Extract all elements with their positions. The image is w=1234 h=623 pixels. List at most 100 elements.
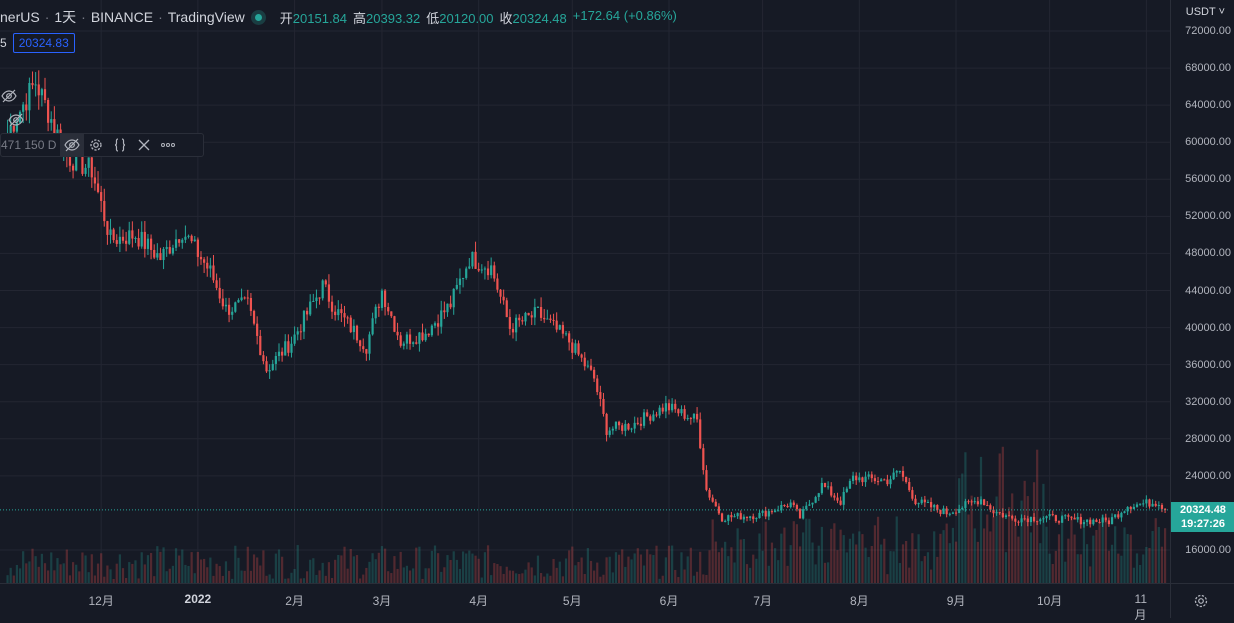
candle-body bbox=[265, 361, 268, 372]
volume-bar bbox=[1054, 550, 1057, 583]
candle-body bbox=[231, 311, 234, 315]
remove-indicator-button[interactable] bbox=[132, 134, 156, 156]
time-tick-label: 8月 bbox=[849, 594, 869, 608]
volume-bar bbox=[81, 552, 84, 583]
candle-body bbox=[908, 482, 911, 491]
volume-bar bbox=[617, 554, 621, 583]
source-code-button[interactable] bbox=[108, 134, 132, 156]
candle-body bbox=[533, 307, 536, 318]
volume-bar bbox=[1023, 480, 1026, 583]
volume-bar bbox=[90, 554, 93, 583]
volume-bar bbox=[318, 570, 321, 583]
candle-body bbox=[374, 306, 377, 319]
exchange-label: BINANCE bbox=[90, 9, 154, 25]
volume-bar bbox=[786, 565, 789, 583]
candle-body bbox=[433, 323, 437, 326]
volume-bar bbox=[580, 557, 583, 583]
price-tick-label: 56000.00 bbox=[1185, 173, 1231, 186]
candle-body bbox=[983, 499, 986, 506]
candle-body bbox=[901, 470, 905, 477]
candle-body bbox=[929, 502, 933, 508]
chart-pane[interactable]: nerUS · 1天 · BINANCE · TradingView 开2015… bbox=[0, 0, 1170, 583]
candle-body bbox=[758, 512, 761, 519]
candle-body bbox=[764, 510, 767, 517]
candle-body bbox=[1036, 521, 1039, 523]
interval-label[interactable]: 1天 bbox=[54, 9, 77, 25]
volume-bar bbox=[524, 569, 527, 583]
volume-bar bbox=[421, 578, 424, 583]
currency-selector[interactable]: USDT ˅ bbox=[1185, 6, 1225, 18]
volume-bar bbox=[134, 560, 137, 583]
axis-corner[interactable] bbox=[1170, 583, 1234, 618]
volume-bar bbox=[527, 562, 530, 583]
candle-body bbox=[206, 262, 209, 269]
candle-body bbox=[686, 418, 689, 420]
indicator-row[interactable]: 5 20324.83 bbox=[0, 33, 75, 53]
volume-bar bbox=[334, 559, 337, 583]
symbol-legend[interactable]: nerUS · 1天 · BINANCE · TradingView 开2015… bbox=[0, 7, 677, 26]
volume-bar bbox=[47, 570, 50, 583]
volume-bar bbox=[929, 569, 933, 583]
candle-body bbox=[227, 304, 231, 315]
volume-bar bbox=[621, 549, 624, 583]
candle-body bbox=[1101, 517, 1104, 523]
volume-bar bbox=[1110, 544, 1114, 583]
volume-bar bbox=[374, 559, 377, 583]
volume-bar bbox=[146, 555, 150, 583]
volume-bar bbox=[246, 546, 249, 583]
volume-bar bbox=[1004, 552, 1008, 583]
candle-body bbox=[636, 422, 639, 424]
candle-body bbox=[883, 479, 886, 481]
candle-body bbox=[1057, 521, 1061, 523]
candle-body bbox=[792, 502, 795, 505]
volume-bar bbox=[234, 545, 237, 583]
volume-bar bbox=[493, 563, 496, 583]
volume-bar bbox=[624, 566, 627, 583]
volume-bar bbox=[271, 578, 274, 583]
price-tick-label: 64000.00 bbox=[1185, 99, 1231, 112]
volume-bar bbox=[773, 548, 777, 583]
volume-bar bbox=[259, 565, 262, 583]
symbol-name[interactable]: nerUS bbox=[0, 9, 40, 25]
eye-hidden-icon[interactable] bbox=[1, 88, 17, 104]
high-value: 20393.32 bbox=[366, 10, 421, 26]
gear-icon[interactable] bbox=[1193, 593, 1209, 609]
candle-body bbox=[477, 268, 480, 271]
candle-body bbox=[12, 125, 15, 132]
time-axis[interactable]: 12月 2022 2月 3月 4月 5月 6月 7月 8月 9月 10月 11月 bbox=[0, 583, 1170, 622]
hide-indicator-button[interactable] bbox=[60, 134, 85, 156]
candle-body bbox=[486, 268, 490, 276]
volume-bar bbox=[958, 478, 961, 583]
candle-body bbox=[1151, 503, 1154, 507]
candle-body bbox=[689, 418, 692, 420]
price-tick-label: 40000.00 bbox=[1185, 321, 1231, 334]
volume-bar bbox=[424, 568, 427, 583]
volume-bar bbox=[209, 557, 212, 583]
candle-body bbox=[961, 507, 964, 510]
price-scale[interactable]: USDT ˅ 72000.00 68000.00 64000.00 60000.00 5… bbox=[1170, 0, 1234, 583]
eye-hidden-icon[interactable] bbox=[8, 112, 24, 128]
candle-body bbox=[1110, 517, 1114, 525]
indicator-value-box[interactable]: 20324.83 bbox=[12, 33, 75, 53]
candlestick-chart[interactable] bbox=[0, 0, 1170, 583]
time-tick-label: 12月 bbox=[88, 594, 114, 608]
volume-bar bbox=[886, 574, 889, 583]
candle-body bbox=[543, 317, 546, 320]
volume-bar bbox=[106, 565, 109, 583]
volume-bar bbox=[174, 548, 178, 583]
volume-bar bbox=[976, 541, 979, 583]
candle-body bbox=[742, 516, 745, 520]
candle-body bbox=[998, 512, 1001, 514]
more-button[interactable] bbox=[156, 134, 180, 156]
settings-button[interactable] bbox=[84, 134, 108, 156]
candle-body bbox=[1160, 504, 1164, 509]
candle-body bbox=[37, 84, 40, 96]
time-tick-label: 5月 bbox=[562, 594, 582, 608]
candle-body bbox=[1082, 522, 1086, 525]
candle-body bbox=[805, 505, 808, 510]
price-tick-label: 24000.00 bbox=[1185, 469, 1231, 482]
indicator-toolbar[interactable]: 471 150 D bbox=[0, 133, 204, 157]
volume-bar bbox=[998, 453, 1001, 583]
candle-body bbox=[408, 334, 412, 344]
volume-bar bbox=[440, 571, 443, 583]
